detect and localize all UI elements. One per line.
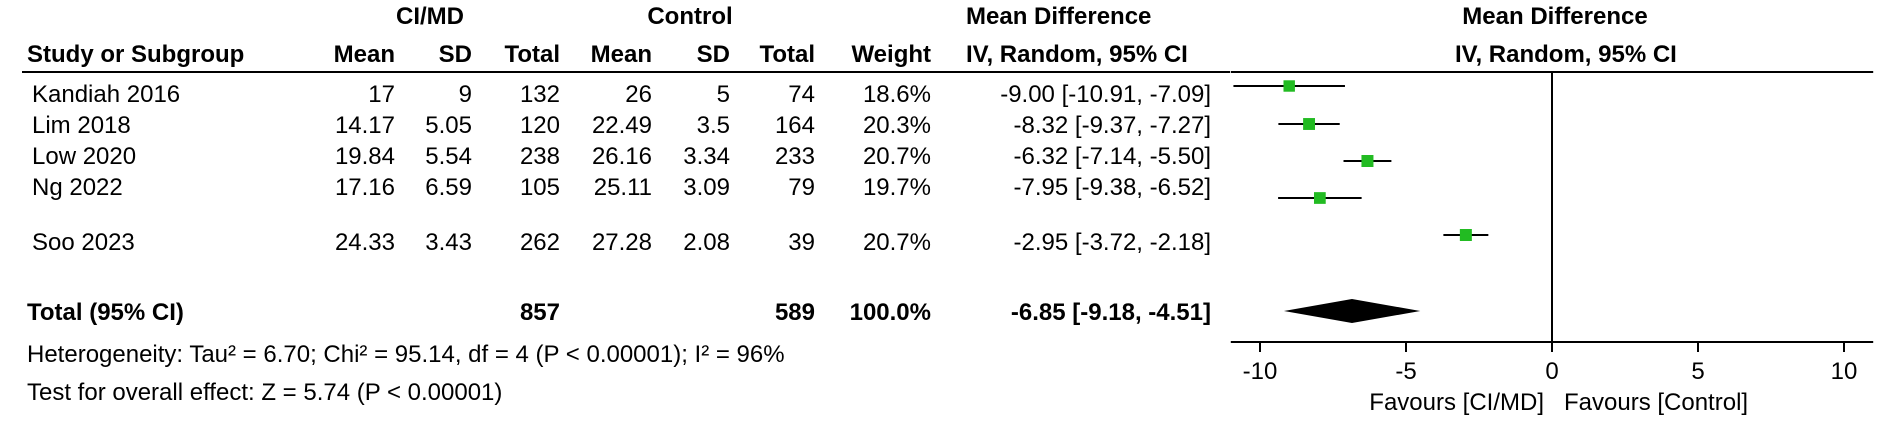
- mean1-value: 24.33: [334, 229, 395, 256]
- x-tick-label: 0: [1545, 358, 1558, 385]
- group2-header: Control: [647, 3, 733, 30]
- weight-value: 19.7%: [862, 174, 931, 201]
- mean2-value: 27.28: [591, 229, 652, 256]
- total1-value: 132: [519, 81, 560, 108]
- estimate-marker: [1459, 229, 1472, 241]
- total2-value: 164: [774, 112, 815, 139]
- total2-value: 74: [788, 81, 815, 108]
- pooled-diamond: [1283, 299, 1421, 323]
- x-tick-label: -10: [1243, 358, 1278, 385]
- estimate-marker: [1303, 118, 1316, 130]
- weight-value: 20.7%: [862, 143, 931, 170]
- heterogeneity-text: Heterogeneity: Tau² = 6.70; Chi² = 95.14…: [27, 341, 785, 368]
- total1-value: 262: [519, 229, 560, 256]
- md-ci-value: -8.32 [-9.37, -7.27]: [1013, 112, 1211, 139]
- mean1-value: 17: [368, 81, 395, 108]
- sd1-value: 3.43: [425, 229, 472, 256]
- md-header: Mean Difference: [966, 3, 1152, 30]
- estimate-marker: [1361, 155, 1374, 167]
- study-name: Low 2020: [32, 143, 137, 170]
- total1-value: 105: [519, 174, 560, 201]
- study-name: Lim 2018: [32, 112, 131, 139]
- total-weight: 100.0%: [849, 299, 931, 326]
- sd2-value: 2.08: [683, 229, 730, 256]
- col-total2: Total: [759, 41, 815, 68]
- sd1-value: 9: [458, 81, 472, 108]
- col-study: Study or Subgroup: [27, 41, 245, 68]
- favours-left-label: Favours [CI/MD]: [1369, 389, 1544, 416]
- mean1-value: 19.84: [334, 143, 395, 170]
- total2-value: 79: [788, 174, 815, 201]
- md-ci-value: -6.32 [-7.14, -5.50]: [1013, 143, 1211, 170]
- total-label: Total (95% CI): [27, 299, 184, 326]
- estimate-marker: [1313, 192, 1326, 204]
- header-divider: [22, 71, 1230, 73]
- study-name: Kandiah 2016: [32, 81, 181, 108]
- mean1-value: 17.16: [334, 174, 395, 201]
- x-tick-label: 5: [1691, 358, 1704, 385]
- mean2-value: 26: [625, 81, 652, 108]
- sd1-value: 5.05: [425, 112, 472, 139]
- pooled-ci: -6.85 [-9.18, -4.51]: [1010, 299, 1211, 326]
- mean2-value: 22.49: [591, 112, 652, 139]
- sd1-value: 6.59: [425, 174, 472, 201]
- weight-value: 20.3%: [862, 112, 931, 139]
- mean2-value: 25.11: [593, 174, 652, 201]
- x-tick-label: -5: [1395, 358, 1416, 385]
- overall-effect-text: Test for overall effect: Z = 5.74 (P < 0…: [27, 379, 503, 406]
- weight-value: 20.7%: [862, 229, 931, 256]
- md-ci-value: -9.00 [-10.91, -7.09]: [1000, 81, 1211, 108]
- estimate-marker: [1283, 80, 1295, 92]
- mean1-value: 14.17: [334, 112, 395, 139]
- study-name: Soo 2023: [32, 229, 135, 256]
- md-ci-value: -2.95 [-3.72, -2.18]: [1013, 229, 1211, 256]
- total2-value: 233: [774, 143, 815, 170]
- group1-header: CI/MD: [396, 3, 464, 30]
- col-sd2: SD: [696, 41, 730, 68]
- weight-value: 18.6%: [862, 81, 931, 108]
- sd2-value: 3.5: [696, 112, 730, 139]
- sd2-value: 5: [716, 81, 730, 108]
- col-sd1: SD: [438, 41, 472, 68]
- col-md-ci: IV, Random, 95% CI: [966, 41, 1188, 68]
- col-weight: Weight: [851, 41, 931, 68]
- total1-value: 238: [519, 143, 560, 170]
- total1-sum: 857: [519, 299, 560, 326]
- favours-right-label: Favours [Control]: [1564, 389, 1748, 416]
- study-name: Ng 2022: [32, 174, 123, 201]
- mean2-value: 26.16: [591, 143, 652, 170]
- sd1-value: 5.54: [425, 143, 472, 170]
- col-total1: Total: [504, 41, 560, 68]
- plot-header: Mean Difference: [1462, 3, 1648, 30]
- total2-value: 39: [788, 229, 815, 256]
- col-mean2: Mean: [590, 41, 652, 68]
- total2-sum: 589: [774, 299, 815, 326]
- x-tick-label: 10: [1831, 358, 1858, 385]
- col-mean1: Mean: [333, 41, 395, 68]
- sd2-value: 3.34: [683, 143, 730, 170]
- md-ci-value: -7.95 [-9.38, -6.52]: [1013, 174, 1211, 201]
- sd2-value: 3.09: [683, 174, 730, 201]
- col-plot-ci: IV, Random, 95% CI: [1455, 41, 1677, 68]
- total1-value: 120: [519, 112, 560, 139]
